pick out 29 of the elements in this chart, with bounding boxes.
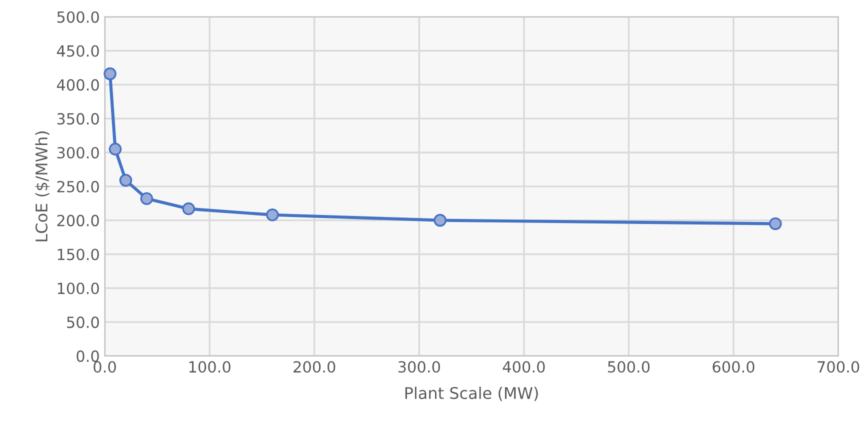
point — [119, 174, 132, 187]
y-tick-label: 450.0 — [56, 45, 99, 57]
x-tick-label: 100.0 — [189, 361, 230, 373]
x-tick-label: 400.0 — [502, 361, 545, 373]
x-tick-label: 700.0 — [818, 361, 860, 373]
y-axis-title: LCoE ($/MWh) — [35, 131, 50, 242]
point — [182, 202, 196, 216]
point — [140, 192, 154, 206]
y-tick-label: 400.0 — [56, 79, 99, 91]
x-tick-label: 300.0 — [398, 361, 440, 373]
point — [266, 208, 279, 222]
point — [104, 67, 116, 80]
y-tick-label: 50.0 — [67, 316, 99, 328]
y-tick-label: 250.0 — [57, 180, 99, 192]
x-axis-title: Plant Scale (MW) — [405, 386, 538, 401]
y-tick-label: 150.0 — [58, 248, 99, 260]
y-tick-label: 500.0 — [57, 11, 99, 23]
y-tick-label: 0.0 — [76, 350, 99, 362]
y-tick-label: 100.0 — [58, 282, 99, 294]
x-tick-label: 600.0 — [712, 361, 754, 373]
point — [434, 214, 446, 227]
y-tick-label: 200.0 — [57, 214, 99, 226]
x-tick-label: 500.0 — [608, 361, 650, 373]
x-tick-label: 200.0 — [294, 361, 336, 373]
point — [108, 142, 122, 156]
point — [769, 217, 782, 230]
x-tick-label: 0.0 — [94, 361, 116, 373]
y-tick-label: 300.0 — [57, 146, 99, 159]
y-tick-label: 350.0 — [57, 113, 99, 125]
